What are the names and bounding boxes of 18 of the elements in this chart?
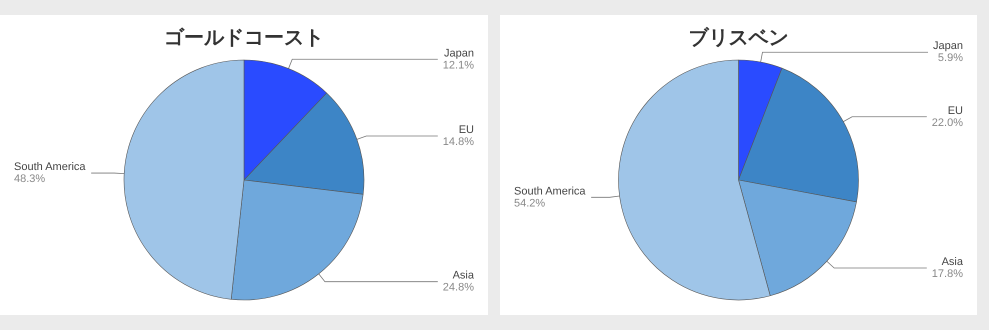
slice-label: Asia <box>942 256 964 268</box>
data-label: 14.8% <box>442 136 474 148</box>
slice-label: EU <box>458 124 474 136</box>
data-label: 17.8% <box>932 268 964 280</box>
slice-label: EU <box>948 104 964 117</box>
slice-label: South America <box>514 185 586 198</box>
data-label: 22.0% <box>932 116 964 129</box>
chart-title: ゴールドコースト <box>164 27 324 49</box>
slice-label: Asia <box>452 270 475 282</box>
data-label: 12.1% <box>442 59 474 72</box>
slice-label: South America <box>14 161 86 174</box>
data-label: 5.9% <box>938 52 964 64</box>
slice-label: Japan <box>933 40 963 52</box>
data-label: 48.3% <box>14 173 46 186</box>
data-label: 54.2% <box>514 197 546 210</box>
data-label: 24.8% <box>442 282 474 294</box>
slice-label: Japan <box>444 47 474 60</box>
chart-title: ブリスベン <box>688 26 788 49</box>
